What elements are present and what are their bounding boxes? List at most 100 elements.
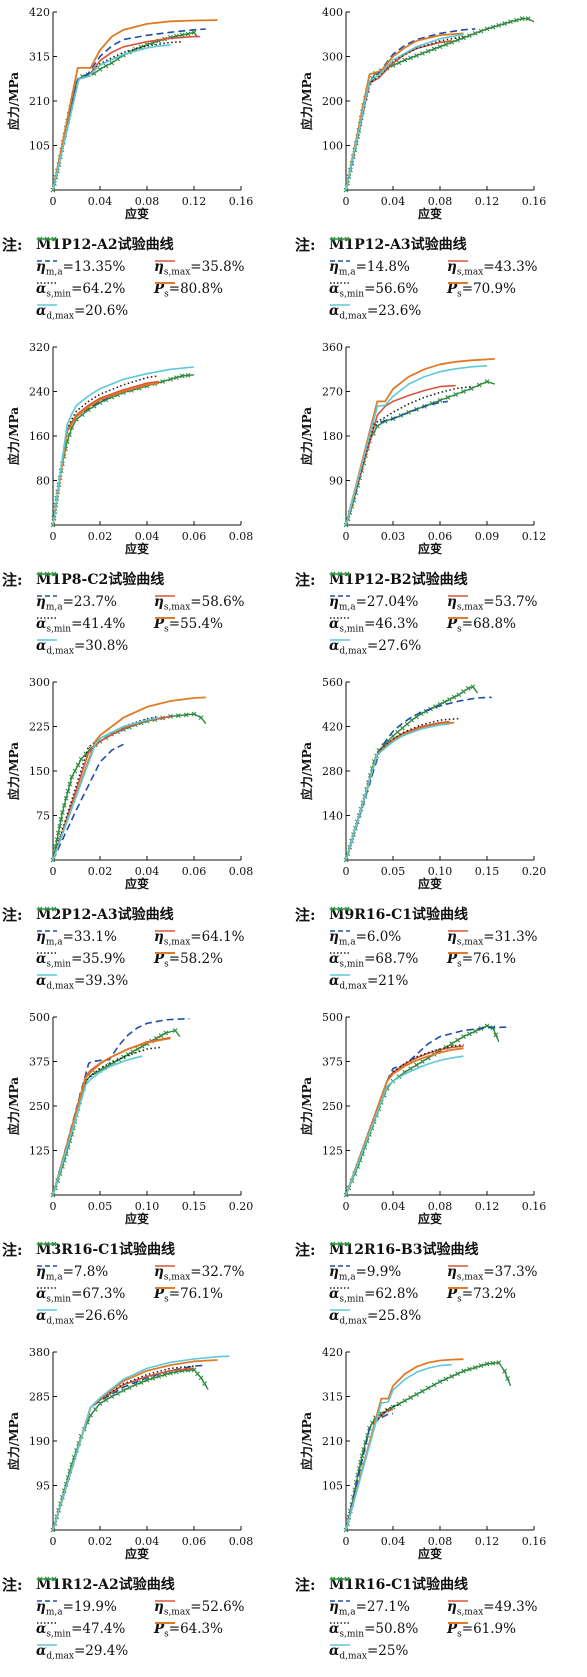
exp-point <box>138 1380 144 1385</box>
legend-symbol-ps <box>155 1622 175 1624</box>
legend-symbol-m <box>330 595 350 597</box>
x-tick-label: 0.08 <box>428 1200 453 1213</box>
x-tick-label: 0.05 <box>88 1200 113 1213</box>
series-line-exp <box>52 31 199 191</box>
x-tick-label: 0.04 <box>88 195 113 208</box>
exp-point <box>135 1046 140 1052</box>
legend-exp-label: M2P12-A3试验曲线 <box>36 907 174 923</box>
legend-note: 注: <box>2 571 23 589</box>
legend-note: 注: <box>2 236 23 254</box>
legend-item-smin: αs,min=41.4% <box>36 613 125 641</box>
exp-point <box>121 1054 126 1060</box>
y-tick-label: 270 <box>322 386 343 399</box>
exp-point <box>472 1028 478 1034</box>
exp-point <box>466 1366 472 1372</box>
series-line-exp <box>345 1025 500 1196</box>
exp-point <box>461 35 466 41</box>
legend-item-m: ηm,a=6.0% <box>329 926 401 954</box>
y-tick-label: 200 <box>322 95 343 108</box>
exp-point <box>57 823 63 829</box>
legend-item-smax: ηs,max=31.3% <box>447 926 538 954</box>
series-line-m <box>52 743 124 861</box>
legend-symbol-ps <box>155 282 175 284</box>
series-line-smax <box>52 715 171 861</box>
exp-point <box>202 1381 207 1387</box>
exp-point <box>67 781 73 787</box>
exp-point <box>419 1059 425 1064</box>
x-tick-label: 0.16 <box>522 1535 547 1548</box>
y-tick-label: 100 <box>322 140 343 153</box>
legend-symbol-smax <box>448 1265 468 1267</box>
legend-item-m: ηm,a=33.1% <box>36 926 117 954</box>
legend-symbol-smin <box>37 617 57 619</box>
legend-item-smax: ηs,max=37.3% <box>447 1261 538 1289</box>
legend-symbol-exp <box>37 1576 57 1582</box>
series-line-dmax <box>52 716 159 861</box>
series-line-smin <box>345 385 472 526</box>
exp-point <box>493 1032 499 1038</box>
exp-point <box>158 1033 164 1039</box>
x-tick-label: 0.06 <box>428 530 453 543</box>
legend-symbol-m <box>37 930 57 932</box>
exp-point <box>78 756 84 762</box>
y-tick-label: 125 <box>29 1145 50 1158</box>
exp-point <box>453 392 459 397</box>
legend-symbol-dmax <box>37 974 57 976</box>
x-tick-label: 0.16 <box>522 1200 547 1213</box>
legend-symbol-smax <box>155 260 175 262</box>
series-line-m <box>345 1026 511 1196</box>
exp-point <box>97 66 103 72</box>
exp-point <box>402 1398 408 1404</box>
series-line-ps <box>345 1358 464 1531</box>
legend-item-smax: ηs,max=35.8% <box>154 256 245 284</box>
legend-symbol-ps <box>448 1622 468 1624</box>
legend-symbol-ps <box>448 282 468 284</box>
exp-point <box>443 1376 449 1382</box>
exp-point <box>508 19 513 25</box>
exp-point <box>465 685 471 691</box>
exp-point <box>55 830 61 836</box>
exp-point <box>150 1375 156 1381</box>
exp-point <box>431 1382 437 1388</box>
x-tick-label: 0.12 <box>475 1535 500 1548</box>
series-line-exp <box>345 686 479 861</box>
stress-strain-chart: 0 0.04 0.08 0.12 0.16 125 250 375 500 应变 应力/MPa <box>299 1011 547 1226</box>
legend-item-ps: Ps=61.9% <box>447 1618 516 1646</box>
y-tick-label: 380 <box>29 1346 50 1359</box>
legend-symbol-dmax <box>37 1309 57 1311</box>
exp-point <box>461 389 466 394</box>
series-line-smax <box>52 1367 195 1531</box>
chart-panel-M12R16-B3: 0 0.04 0.08 0.12 0.16 125 250 375 500 应变 应力/MPa 注: M… <box>293 1005 586 1340</box>
exp-point <box>60 810 65 815</box>
x-tick-label: 0.15 <box>182 1200 207 1213</box>
exp-point <box>484 379 490 385</box>
legend-symbol-dmax <box>37 304 57 306</box>
x-tick-label: 0.04 <box>135 865 160 878</box>
y-tick-label: 105 <box>322 1480 343 1493</box>
legend-item-smin: αs,min=47.4% <box>36 1618 125 1646</box>
x-tick-label: 0 <box>343 865 350 878</box>
series-line-smax <box>345 720 450 861</box>
y-tick-label: 105 <box>29 140 50 153</box>
legend-note: 注: <box>2 906 23 924</box>
series-line-m <box>52 1364 206 1531</box>
exp-point <box>67 432 72 437</box>
legend-item-m: ηm,a=13.35% <box>36 256 125 284</box>
x-tick-label: 0.09 <box>475 530 500 543</box>
y-axis-label: 应力/MPa <box>6 1077 21 1135</box>
legend-symbol-exp <box>330 1241 350 1247</box>
exp-point <box>425 48 431 54</box>
legend-symbol-m <box>330 1600 350 1602</box>
legend-item-smin: αs,min=46.3% <box>329 613 418 641</box>
stress-strain-chart: 0 0.02 0.04 0.06 0.08 80 160 240 320 应变 应力/MPa <box>6 341 253 556</box>
legend-symbol-m <box>330 930 350 932</box>
x-tick-label: 0.16 <box>522 195 547 208</box>
exp-point <box>478 28 484 34</box>
exp-point <box>396 60 402 66</box>
series-line-m <box>52 1018 190 1196</box>
legend-symbol-smin <box>37 1287 57 1289</box>
y-tick-label: 125 <box>322 1145 343 1158</box>
legend-symbol-exp <box>37 236 57 242</box>
legend: 注: M9R16-C1试验曲线 ηm,a=6.0% ηs,max=31.3% αs,mi… <box>295 904 585 992</box>
